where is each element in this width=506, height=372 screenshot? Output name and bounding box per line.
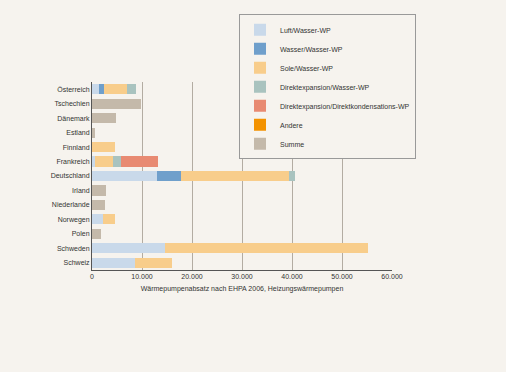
svg-text:Schweden: Schweden: [57, 245, 90, 252]
svg-text:Deutschland: Deutschland: [51, 172, 90, 179]
svg-text:Finnland: Finnland: [63, 144, 90, 151]
svg-text:10.000: 10.000: [131, 273, 153, 280]
svg-text:Österreich: Österreich: [57, 86, 89, 93]
svg-text:Andere: Andere: [280, 122, 303, 129]
svg-text:Wasser/Wasser-WP: Wasser/Wasser-WP: [280, 46, 343, 53]
svg-text:Estland: Estland: [66, 129, 89, 136]
svg-text:Irland: Irland: [72, 187, 90, 194]
svg-text:Schweiz: Schweiz: [64, 259, 91, 266]
svg-text:40.000: 40.000: [281, 273, 303, 280]
svg-text:Frankreich: Frankreich: [57, 158, 90, 165]
svg-text:30.000: 30.000: [231, 273, 253, 280]
svg-text:Luft/Wasser-WP: Luft/Wasser-WP: [280, 27, 331, 34]
svg-text:Norwegen: Norwegen: [58, 216, 90, 224]
svg-text:50.000: 50.000: [331, 273, 353, 280]
svg-text:0: 0: [90, 273, 94, 280]
svg-text:20.000: 20.000: [181, 273, 203, 280]
svg-text:Niederlande: Niederlande: [52, 201, 90, 208]
svg-text:Direktexpansion/Wasser-WP: Direktexpansion/Wasser-WP: [280, 84, 370, 92]
svg-text:Sole/Wasser-WP: Sole/Wasser-WP: [280, 65, 333, 72]
svg-text:Summe: Summe: [280, 141, 304, 148]
svg-text:Wärmepumpenabsatz nach EHPA 20: Wärmepumpenabsatz nach EHPA 2006, Heizun…: [141, 285, 344, 293]
svg-text:Direktexpansion/Direktkondensa: Direktexpansion/Direktkondensations-WP: [280, 103, 409, 111]
svg-text:Tschechien: Tschechien: [55, 100, 90, 107]
svg-text:Dänemark: Dänemark: [57, 115, 90, 122]
svg-text:Polen: Polen: [72, 230, 90, 237]
svg-text:60.000: 60.000: [381, 273, 403, 280]
